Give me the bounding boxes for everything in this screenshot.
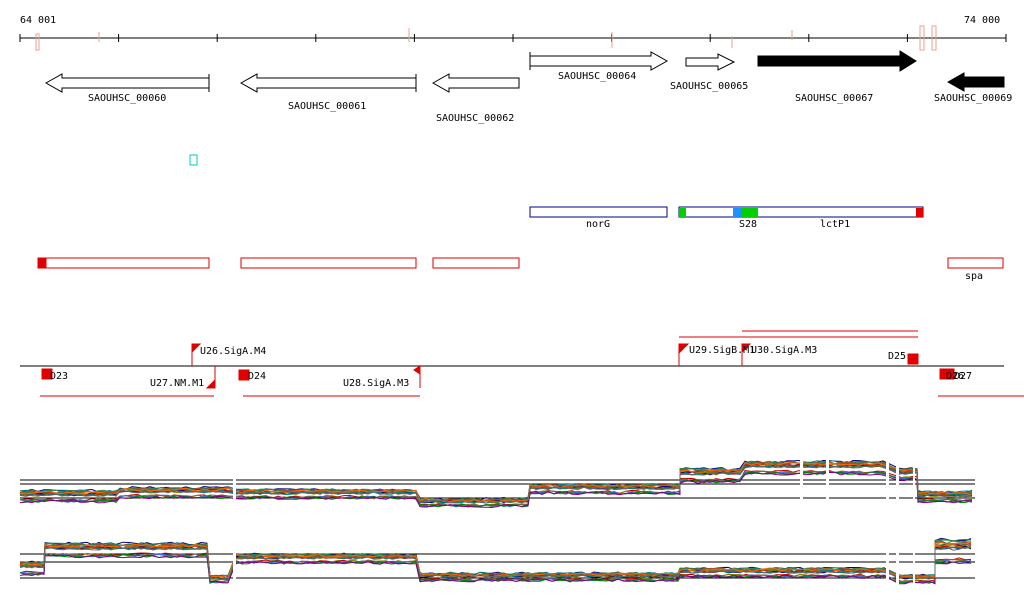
feature-label[interactable]: U30.SigA.M3 <box>751 345 817 356</box>
feature-label[interactable]: U29.SigB.M1 <box>689 345 755 356</box>
gene-label: SAOUHSC_00064 <box>558 71 636 82</box>
coordinate-axis: 64 001 74 000 <box>19 15 1007 51</box>
gene-label: SAOUHSC_00069 <box>934 93 1012 104</box>
expression-profile-line <box>19 464 973 504</box>
expression-profile-line <box>19 463 973 504</box>
selection-marker[interactable] <box>189 154 198 166</box>
feature-label[interactable]: U28.SigA.M3 <box>343 378 409 389</box>
axis-feature-marks <box>35 25 937 51</box>
region-label: spa <box>965 271 983 282</box>
gene-arrow[interactable]: SAOUHSC_00064 <box>529 51 669 82</box>
expression-profile-line <box>19 460 973 501</box>
feature-label[interactable]: D27 <box>954 371 972 382</box>
expression-profile-line <box>19 546 972 581</box>
expression-track-bottom <box>19 537 975 585</box>
gene-arrow[interactable]: SAOUHSC_00061 <box>239 73 417 112</box>
region-box[interactable] <box>240 257 417 269</box>
expression-profile-line <box>19 464 973 504</box>
gene-arrow-filled[interactable]: SAOUHSC_00067 <box>757 50 917 104</box>
expression-profile-line <box>19 471 973 509</box>
feature-label[interactable]: U26.SigA.M4 <box>200 346 266 357</box>
expression-profile-line <box>19 461 973 502</box>
gene-label: SAOUHSC_00062 <box>436 113 514 124</box>
region-track: spa <box>37 257 1004 282</box>
gene-arrow-filled[interactable]: SAOUHSC_00069 <box>934 72 1012 104</box>
expression-profile-line <box>19 463 973 503</box>
annotation-label: S28 <box>739 219 757 230</box>
expression-profile-line <box>19 554 972 585</box>
annotation-label: norG <box>586 219 610 230</box>
feature-label[interactable]: D25 <box>888 351 906 362</box>
feature-label[interactable]: D26 <box>946 371 964 382</box>
feature-label[interactable]: U27.NM.M1 <box>150 378 204 389</box>
gene-track: SAOUHSC_00060 SAOUHSC_00061 SAOUHSC_0006… <box>44 50 1012 124</box>
gene-arrow[interactable]: SAOUHSC_00060 <box>44 73 210 104</box>
axis-start-label: 64 001 <box>20 15 56 26</box>
gene-arrow[interactable]: SAOUHSC_00062 <box>431 73 520 124</box>
gene-label: SAOUHSC_00060 <box>88 93 166 104</box>
gene-arrow[interactable]: SAOUHSC_00065 <box>670 53 748 92</box>
gene-label: SAOUHSC_00065 <box>670 81 748 92</box>
expression-profile-line <box>19 542 972 580</box>
axis-end-label: 74 000 <box>964 15 1000 26</box>
expression-track-top <box>19 459 975 509</box>
feature-label[interactable]: D23 <box>50 371 68 382</box>
region-box[interactable]: spa <box>947 257 1004 282</box>
annotation-track: norG S28 lctP1 <box>529 206 924 230</box>
annotation-feature[interactable]: S28 lctP1 <box>678 206 924 230</box>
feature-label[interactable]: D24 <box>248 371 266 382</box>
gene-label: SAOUHSC_00067 <box>795 93 873 104</box>
region-box[interactable] <box>37 257 210 269</box>
annotation-label: lctP1 <box>820 219 850 230</box>
expression-profile-line <box>19 546 972 580</box>
region-box[interactable] <box>432 257 520 269</box>
expression-profile-line <box>19 463 973 503</box>
regulatory-track: U26.SigA.M4 U27.NM.M1 D23 D24 U28.SigA.M… <box>20 330 1024 397</box>
gene-label: SAOUHSC_00061 <box>288 101 366 112</box>
annotation-feature[interactable]: norG <box>529 206 668 230</box>
